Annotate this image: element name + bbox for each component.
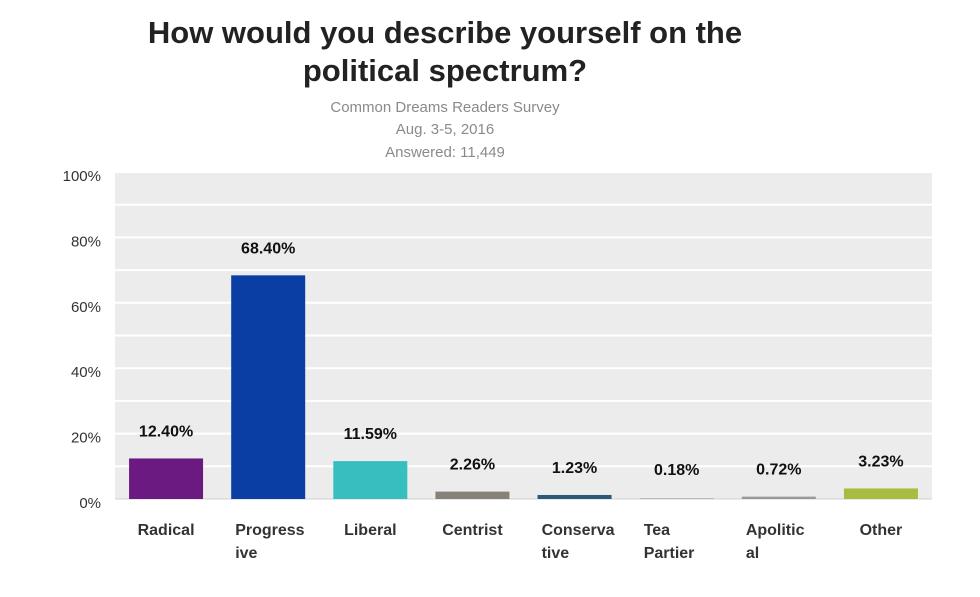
- x-tick-label-line: Radical: [138, 522, 195, 539]
- x-tick-label: Radical: [138, 522, 195, 539]
- x-tick-label: Progress ive: [235, 522, 304, 562]
- bar: [741, 496, 816, 499]
- data-label: 0.18%: [654, 462, 699, 479]
- chart-subtitle-answered: Answered: 11,449: [385, 144, 505, 161]
- x-tick-label: Tea Partier: [644, 522, 695, 562]
- y-tick-label: 40%: [71, 364, 101, 381]
- x-tick-label-line: tive: [542, 545, 570, 562]
- x-tick-label-line: Conserva: [542, 522, 615, 539]
- x-tick-label-line: Apolitic: [746, 522, 805, 539]
- chart-title-line-2: political spectrum?: [302, 53, 588, 88]
- chart-title: How would you describe yourself on the p…: [0, 14, 890, 90]
- data-label: 1.23%: [552, 460, 597, 477]
- chart-subtitle-survey: Common Dreams Readers Survey: [330, 99, 560, 116]
- bar: [231, 275, 306, 499]
- chart-title-line-1: How would you describe yourself on the: [147, 15, 743, 50]
- x-tick-label-line: ive: [235, 545, 257, 562]
- x-tick-label: Liberal: [344, 522, 396, 539]
- chart-subtitle-date: Aug. 3-5, 2016: [395, 121, 495, 138]
- y-tick-label: 100%: [63, 168, 101, 185]
- y-tick-label: 60%: [71, 299, 101, 316]
- x-tick-label-line: Liberal: [344, 522, 396, 539]
- x-tick-label: Apolitic al: [746, 522, 805, 562]
- bar: [537, 494, 612, 499]
- y-tick-label: 20%: [71, 430, 101, 447]
- bar: [129, 458, 204, 499]
- x-tick-label-line: al: [746, 545, 759, 562]
- x-tick-label-line: Centrist: [442, 522, 503, 539]
- data-label: 3.23%: [858, 453, 903, 470]
- x-tick-label-line: Partier: [644, 545, 695, 562]
- bar: [435, 491, 510, 499]
- data-label: 11.59%: [344, 426, 397, 443]
- data-label: 2.26%: [450, 457, 495, 474]
- x-tick-label: Centrist: [442, 522, 503, 539]
- x-tick-label-line: Other: [860, 522, 903, 539]
- x-tick-label: Conserva tive: [542, 522, 615, 562]
- y-tick-label: 0%: [79, 495, 101, 512]
- bar: [639, 498, 714, 499]
- x-tick-label-line: Progress: [235, 522, 304, 539]
- x-tick-label-line: Tea: [644, 522, 670, 539]
- bar: [843, 488, 918, 499]
- bar: [333, 461, 408, 499]
- data-label: 0.72%: [756, 462, 801, 479]
- y-tick-label: 80%: [71, 233, 101, 250]
- data-label: 12.40%: [139, 423, 193, 440]
- x-tick-label: Other: [860, 522, 903, 539]
- data-label: 68.40%: [241, 240, 295, 257]
